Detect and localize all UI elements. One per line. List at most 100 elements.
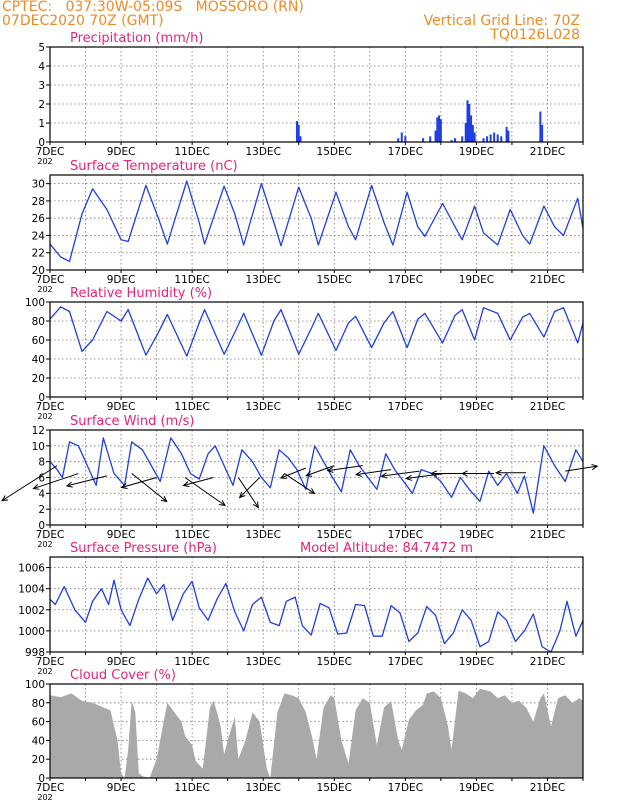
y-tick-label: 3 [38, 80, 45, 92]
wind-grid [50, 430, 583, 525]
wind-vector-shaft [565, 465, 598, 472]
precip-bar [482, 138, 485, 142]
x-tick-label: 11DEC [174, 274, 209, 286]
x-year-fragment: 202 [37, 285, 52, 294]
pressure-frame [49, 556, 584, 653]
pressure-annotation: Model Altitude: 84.7472 m [300, 541, 473, 556]
x-tick-label: 7DEC [36, 529, 65, 541]
precip-bar [471, 124, 474, 142]
wind-vector [1, 465, 58, 502]
precipitation-panel: 0 1 2 3 4 5 7DEC 9DEC 11DEC 13DEC 15DEC 17DEC 19DEC 2… [36, 31, 584, 166]
wind-vector-shaft [66, 475, 107, 487]
pressure-panel: 998 1000 1002 1004 1006 7DEC 9DEC 11DEC 13DEC 15D… [18, 541, 584, 676]
wind-vector [182, 477, 214, 488]
y-tick-label: 0 [38, 773, 45, 785]
x-tick-label: 21DEC [530, 656, 565, 668]
wind-vector-head [461, 470, 468, 477]
wind-vector-shaft [280, 467, 307, 479]
x-tick-label: 9DEC [107, 529, 136, 541]
x-tick-label: 15DEC [317, 782, 352, 794]
y-tick-label: 12 [32, 425, 45, 437]
x-tick-label: 13DEC [245, 656, 280, 668]
wind-vector-shaft [327, 465, 363, 472]
wind-vector-head [32, 483, 40, 490]
y-tick-label: 5 [38, 42, 45, 54]
y-tick-label: 20 [32, 373, 45, 385]
wind-vector-shaft [284, 473, 315, 494]
x-tick-label: 17DEC [388, 656, 423, 668]
x-tick-label: 19DEC [459, 401, 494, 413]
precip-bar [438, 115, 441, 142]
x-tick-label: 17DEC [388, 529, 423, 541]
precipitation-title: Precipitation (mm/h) [70, 31, 203, 46]
y-tick-label: 20 [32, 754, 45, 766]
wind-vector-head [494, 469, 502, 476]
x-tick-label: 9DEC [107, 274, 136, 286]
precip-bar [464, 123, 467, 142]
header-grid-note: Vertical Grid Line: 70Z [423, 13, 580, 29]
wind-vector [380, 470, 420, 479]
humidity-line [49, 306, 584, 357]
wind-vector-shaft [381, 470, 420, 477]
humidity-panel: 0 20 40 60 80 100 7DEC 9DEC 11DEC 13DEC 15DEC 17DEC… [25, 286, 584, 421]
x-tick-label: 15DEC [317, 146, 352, 158]
precip-bar [466, 100, 469, 142]
wind-vector [565, 463, 599, 472]
pressure-line [49, 577, 584, 653]
precip-bar [429, 136, 432, 142]
wind-vector-shaft [356, 469, 392, 476]
y-tick-label: 6 [38, 473, 45, 485]
x-tick-label: 17DEC [388, 782, 423, 794]
precip-bar [439, 119, 442, 142]
precip-bar [299, 136, 302, 142]
x-tick-label: 19DEC [459, 529, 494, 541]
x-tick-label: 7DEC [36, 146, 65, 158]
y-tick-label: 2 [38, 504, 45, 516]
x-tick-label: 19DEC [459, 146, 494, 158]
y-tick-label: 24 [32, 230, 46, 242]
precip-bar [489, 134, 492, 142]
wind-vector [354, 469, 392, 477]
precip-bar [454, 138, 457, 142]
x-year-fragment: 202 [37, 667, 52, 676]
x-year-fragment: 202 [37, 793, 52, 800]
x-tick-label: 11DEC [174, 529, 209, 541]
header-station: CPTEC: 037:30W-05:09S MOSSORO (RN) [2, 0, 304, 15]
wind-vector-head [219, 500, 226, 507]
wind-vector-head [120, 483, 128, 490]
x-tick-label: 7DEC [36, 274, 65, 286]
y-tick-label: 80 [32, 698, 45, 710]
wind-vector [284, 473, 316, 495]
y-tick-label: 20 [32, 265, 45, 277]
wind-vector-head [305, 470, 313, 477]
precip-bar [295, 121, 298, 142]
wind-vector-head [591, 463, 599, 470]
temperature-grid [50, 175, 583, 270]
x-tick-label: 7DEC [36, 656, 65, 668]
y-tick-label: 998 [25, 647, 45, 659]
wind-vector-shaft [237, 477, 259, 508]
y-tick-label: 1006 [18, 563, 45, 575]
x-tick-label: 21DEC [530, 146, 565, 158]
precip-bar [505, 126, 508, 142]
y-tick-label: 4 [38, 488, 45, 500]
x-tick-label: 7DEC [36, 782, 65, 794]
wind-vector [237, 477, 259, 509]
cloud-cover-frame [49, 683, 584, 779]
precip-bar [468, 104, 471, 142]
precip-bar [404, 136, 407, 142]
y-tick-label: 22 [32, 248, 45, 260]
precip-bar [450, 140, 453, 142]
x-tick-label: 9DEC [107, 656, 136, 668]
wind-vector-head [182, 481, 190, 488]
precip-bar [461, 136, 464, 142]
x-tick-label: 15DEC [317, 656, 352, 668]
x-tick-label: 9DEC [107, 401, 136, 413]
wind-vector [405, 473, 445, 481]
temperature-line [49, 180, 584, 263]
x-tick-label: 13DEC [245, 146, 280, 158]
wind-vector-head [65, 481, 73, 488]
y-tick-label: 60 [32, 717, 45, 729]
wind-vector [120, 477, 157, 490]
x-tick-label: 19DEC [459, 274, 494, 286]
